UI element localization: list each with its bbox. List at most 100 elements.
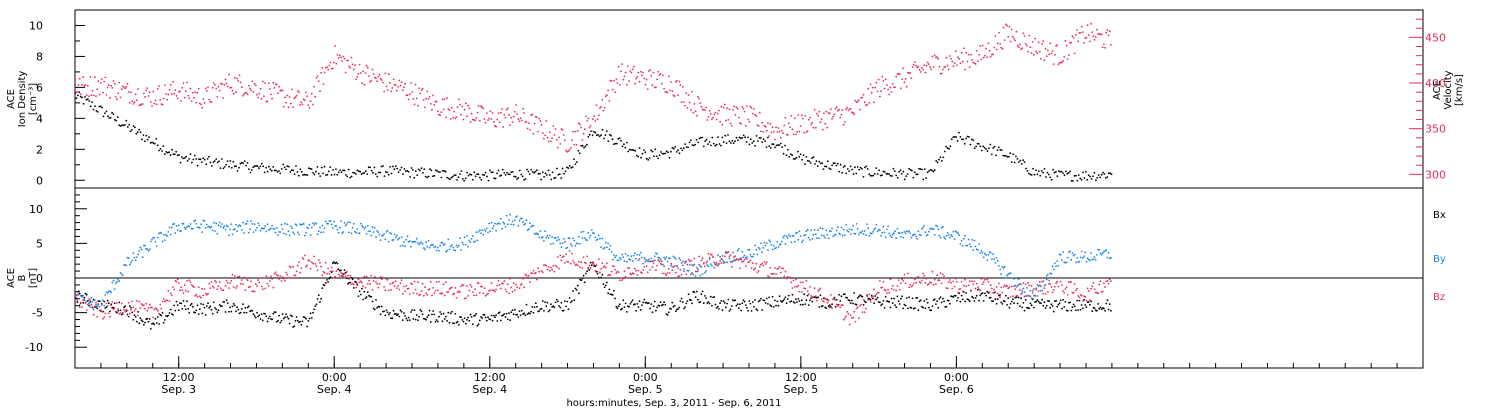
ion-density-point-194 [350,175,353,178]
bz-point-460 [610,270,613,273]
by-point-608 [783,234,786,237]
by-point-80 [167,231,170,233]
by-point-763 [964,234,966,237]
bx-point-578 [748,300,751,302]
ion-density-point-649 [999,148,1002,151]
bz-point-454 [603,265,606,267]
ion-density-point-275 [466,171,468,174]
velocity-point-708 [900,87,902,90]
by-point-646 [827,237,830,240]
velocity-point-474 [627,65,629,67]
velocity-point-490 [645,78,648,81]
velocity-point-510 [669,89,671,92]
velocity-point-192 [298,91,300,94]
by-point-561 [728,257,731,260]
bx-point-722 [916,296,919,299]
by-point-241 [355,231,357,234]
bz-point-453 [602,266,605,268]
velocity-point-40 [120,88,123,91]
bx-point-523 [684,306,686,308]
bx-point-166 [267,317,270,320]
by-point-119 [212,221,215,224]
velocity-point-517 [677,94,679,97]
velocity-point-150 [249,87,251,90]
ion-density-point-647 [996,149,999,152]
ion-density-point-98 [213,160,216,162]
bx-point-343 [474,314,476,317]
bx-point-618 [795,298,797,301]
by-point-188 [293,233,296,235]
bz-point-190 [295,270,298,273]
bx-point-263 [380,305,383,308]
bx-point-457 [607,292,609,295]
ion-density-point-250 [430,169,433,172]
bx-point-766 [967,298,970,301]
ion-density-point-116 [239,162,242,165]
by-point-24 [102,299,104,302]
ion-density-point-658 [1012,153,1015,156]
bz-point-293 [415,292,418,295]
ion-density-point-0 [74,92,76,95]
bx-point-149 [247,305,250,308]
ion-density-point-432 [690,139,692,142]
by-point-179 [282,232,285,235]
bx-point-161 [261,319,264,322]
velocity-point-576 [746,105,748,107]
bz-point-881 [1101,290,1104,293]
velocity-point-222 [333,61,335,64]
by-point-441 [588,236,591,239]
velocity-point-263 [380,79,383,81]
bx-point-38 [118,301,121,304]
ion-density-point-229 [400,166,403,169]
ion-density-point-726 [1109,172,1111,175]
velocity-point-406 [547,140,550,143]
bz-point-273 [392,281,395,284]
bx-point-189 [294,319,297,322]
bz-point-112 [204,292,207,295]
bx-point-744 [942,297,944,300]
velocity-point-211 [320,71,322,74]
bz-point-409 [551,268,553,271]
ion-density-point-108 [228,165,230,168]
velocity-point-449 [597,114,600,117]
bz-point-232 [344,275,347,277]
bz-point-471 [623,270,626,273]
velocity-point-91 [180,100,183,102]
by-point-310 [435,249,438,252]
bx-point-869 [1087,301,1090,303]
ion-density-point-201 [360,173,363,176]
by-point-612 [788,233,790,236]
by-point-14 [90,296,93,299]
bx-point-582 [753,305,755,308]
bz-point-347 [478,291,481,294]
by-point-457 [607,242,609,245]
bz-point-318 [445,281,447,284]
bx-point-110 [202,303,205,306]
velocity-point-467 [618,83,621,86]
velocity-point-291 [413,103,416,106]
bx-point-54 [137,311,139,313]
bz-point-12 [88,298,90,300]
by-point-413 [555,239,558,242]
by-point-153 [252,231,255,234]
bx-point-156 [256,311,258,314]
bz-point-148 [246,279,249,281]
by-point-621 [798,230,801,233]
bx-point-670 [855,303,858,306]
bz-point-87 [175,280,178,283]
bz-point-163 [264,287,266,290]
velocity-point-277 [397,86,399,88]
bz-point-291 [413,280,416,283]
bz-point-843 [1057,285,1060,288]
ion-density-point-53 [149,142,152,144]
ion-density-point-83 [192,158,195,161]
bx-point-482 [636,303,639,305]
ion-density-point-268 [456,179,458,181]
bx-point-705 [896,295,899,298]
by-point-569 [737,248,740,250]
bx-point-30 [109,310,111,313]
velocity-point-652 [834,107,837,110]
bx-point-814 [1023,309,1026,312]
bz-point-845 [1059,280,1062,283]
by-point-31 [110,291,113,294]
